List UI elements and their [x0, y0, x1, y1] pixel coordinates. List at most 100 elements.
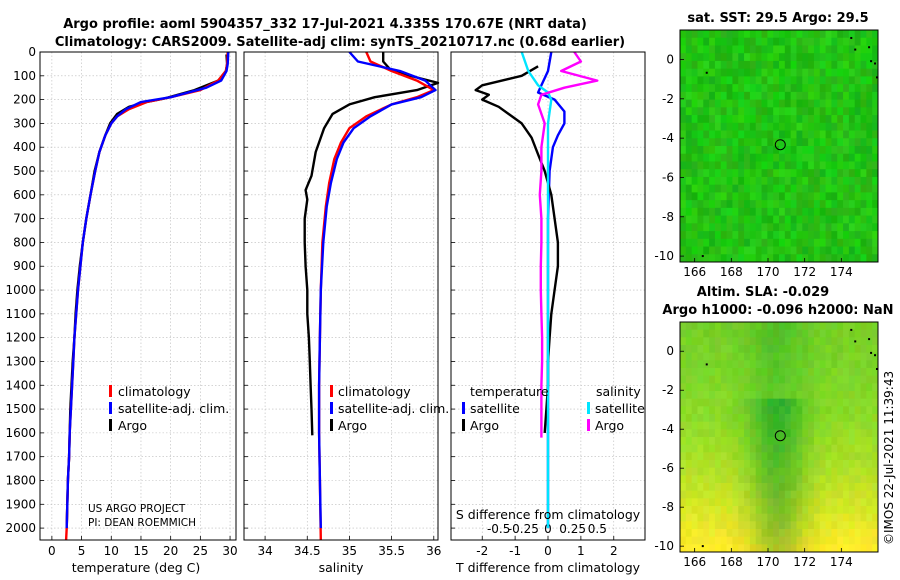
map-cell [813, 322, 821, 331]
temperature-y-tick-label: 900 [13, 259, 36, 273]
map-cell [697, 76, 704, 85]
map-cell [854, 329, 861, 338]
map-cell [703, 529, 710, 538]
map-cell [848, 375, 856, 384]
map-cell [714, 184, 722, 193]
map-cell [755, 231, 762, 240]
map-cell [831, 529, 838, 538]
map-cell [732, 138, 739, 147]
map-cell [779, 99, 786, 108]
map-cell [714, 368, 722, 377]
map-cell [709, 215, 716, 224]
map-cell [744, 37, 751, 46]
map-cell [685, 513, 693, 522]
map-cell [825, 76, 832, 85]
map-cell [691, 122, 698, 131]
map-cell [749, 184, 757, 193]
map-cell [779, 45, 786, 54]
map-cell [802, 130, 809, 139]
map-cell [726, 53, 733, 62]
map-cell [784, 130, 792, 139]
map-cell [808, 391, 815, 400]
map-cell [819, 30, 826, 39]
map-cell [819, 130, 826, 139]
map-cell [790, 406, 797, 415]
map-cell [825, 215, 832, 224]
map-cell [767, 521, 774, 530]
map-y-tick-label: -10 [654, 249, 674, 263]
map-cell [837, 368, 844, 377]
map-cell [784, 30, 792, 39]
map-cell [866, 368, 873, 377]
map-cell [860, 169, 867, 178]
map-cell [779, 30, 786, 39]
map-cell [848, 329, 856, 338]
map-cell [685, 99, 693, 108]
map-cell [744, 231, 751, 240]
map-cell [802, 238, 809, 247]
map-cell [761, 498, 768, 507]
map-cell [808, 84, 815, 93]
legend-label-argo-2: Argo [338, 418, 367, 433]
map-cell [854, 223, 861, 232]
map-cell [691, 99, 698, 108]
map-cell [761, 544, 768, 553]
map-cell [802, 398, 809, 407]
map-cell [749, 254, 757, 263]
map-cell [784, 223, 792, 232]
map-cell [819, 406, 826, 415]
map-cell [848, 192, 856, 201]
map-cell [872, 153, 879, 162]
map-cell [831, 414, 838, 423]
map-cell [714, 544, 722, 553]
map-cell [761, 122, 768, 131]
map-cell [709, 231, 716, 240]
map-cell [685, 375, 693, 384]
map-cell [773, 544, 780, 553]
map-cell [819, 45, 826, 54]
map-cell [691, 368, 698, 377]
map-cell [790, 231, 797, 240]
map-cell [755, 146, 762, 155]
map-cell [767, 246, 774, 255]
map-cell [790, 53, 797, 62]
map-cell [837, 45, 844, 54]
map-cell [749, 169, 757, 178]
map-cell [813, 215, 821, 224]
map-cell [709, 223, 716, 232]
map-cell [860, 254, 867, 263]
map-cell [872, 99, 879, 108]
map-cell [779, 207, 786, 216]
map-cell [709, 192, 716, 201]
map-cell [732, 437, 739, 446]
map-cell [744, 238, 751, 247]
map-cell [709, 414, 716, 423]
map-cell [860, 337, 867, 346]
map-cell [761, 421, 768, 430]
map-cell [866, 207, 873, 216]
map-cell [714, 521, 722, 530]
map-cell [680, 536, 687, 545]
map-cell [825, 521, 832, 530]
map-cell [744, 529, 751, 538]
map-cell [860, 99, 867, 108]
map-cell [685, 529, 693, 538]
map-cell [755, 467, 762, 476]
map-cell [825, 223, 832, 232]
map-cell [726, 176, 733, 186]
map-cell [761, 398, 768, 407]
map-cell [767, 452, 774, 461]
map-cell [819, 513, 826, 522]
map-cell [720, 161, 727, 170]
map-cell [796, 138, 803, 147]
map-cell [872, 513, 879, 522]
map-cell [860, 352, 867, 361]
map-cell [837, 68, 844, 77]
map-cell [709, 544, 716, 553]
map-cell [779, 246, 786, 255]
map-cell [773, 444, 780, 453]
map-cell [726, 200, 733, 209]
map-cell [697, 444, 704, 453]
map-cell [784, 490, 792, 499]
map-cell [843, 383, 850, 392]
